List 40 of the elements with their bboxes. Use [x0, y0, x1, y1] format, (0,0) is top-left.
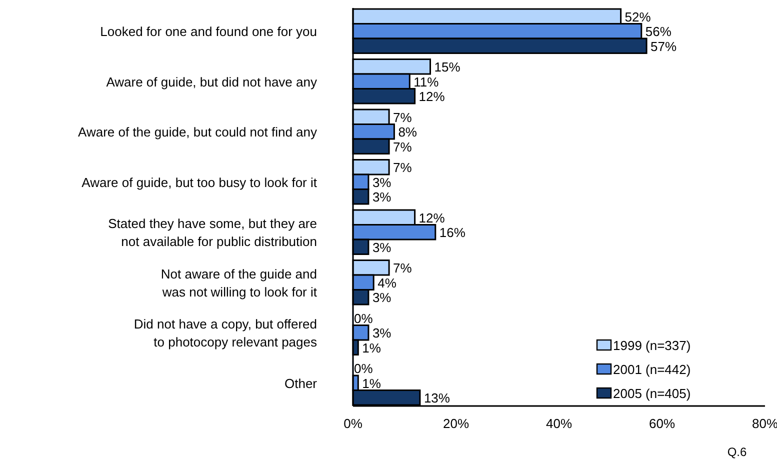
data-label: 52% — [624, 9, 652, 24]
data-label: 1% — [362, 376, 382, 391]
data-label: 0% — [354, 361, 374, 376]
x-tick-label: 60% — [648, 416, 676, 431]
data-label: 1% — [362, 340, 382, 356]
y-tick-label: Aware of guide, but did not have any — [106, 74, 318, 90]
y-tick-label: Aware of guide, but too busy to look for it — [82, 174, 318, 190]
data-label: 7% — [393, 260, 412, 276]
text: Q.6 — [727, 445, 747, 459]
data-label: 12% — [418, 89, 446, 104]
data-label: 11% — [414, 74, 440, 90]
legend-label: 2005 (n=405) — [613, 386, 691, 401]
legend-label: 2001 (n=442) — [613, 362, 691, 377]
legend-label: 1999 (n=337) — [613, 338, 691, 353]
y-tick-label: Other — [284, 376, 318, 391]
data-label: 3% — [372, 326, 392, 341]
data-label: 57% — [650, 38, 678, 54]
data-label: 3% — [372, 290, 392, 306]
y-tick-label: Looked for one and found one for you — [100, 24, 317, 40]
data-label: 8% — [398, 124, 418, 140]
data-label: 3% — [372, 190, 392, 205]
x-tick-label: 20% — [442, 416, 470, 431]
data-label: 15% — [434, 60, 461, 75]
data-label: 7% — [393, 139, 412, 154]
data-label: 16% — [439, 225, 466, 240]
data-label: 7% — [393, 110, 412, 125]
data-label: 4% — [378, 275, 397, 290]
y-tick-label: Not aware of the guide and was not willing to look for it — [160, 266, 318, 300]
x-tick-label: 40% — [546, 416, 572, 431]
data-label: 7% — [393, 160, 412, 176]
x-tick-label: 0% — [344, 416, 363, 431]
data-label: 3% — [372, 240, 392, 255]
data-label: 56% — [645, 24, 672, 40]
data-label: 3% — [372, 174, 392, 190]
y-tick-label: Did not have a copy, but offered to photocopy relevant pages — [134, 316, 318, 350]
data-label: 12% — [418, 210, 446, 226]
data-label: 13% — [424, 390, 450, 406]
data-label: 0% — [354, 310, 374, 326]
y-tick-label: Aware of the guide, but could not find any — [78, 124, 318, 140]
y-tick-label: Stated they have some, but they are not available for public distribution — [108, 216, 317, 250]
